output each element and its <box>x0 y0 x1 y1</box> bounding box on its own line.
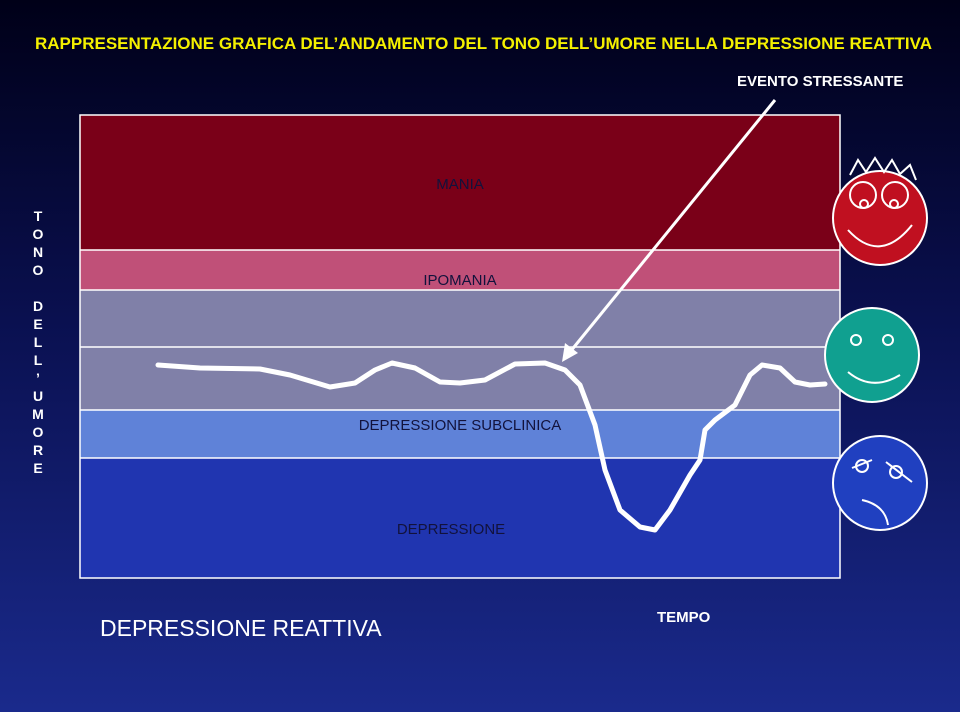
x-axis-label: TEMPO <box>657 609 711 626</box>
face-happy <box>832 156 928 266</box>
arrow-head <box>562 343 578 362</box>
band-ipomania <box>80 250 840 290</box>
y-axis-label: TONO DELL’UMORE <box>30 208 46 478</box>
band-label: DEPRESSIONE SUBCLINICA <box>358 417 562 434</box>
annotation: EVENTO STRESSANTE <box>737 73 904 90</box>
band-subclinica <box>80 410 840 458</box>
band-borders <box>79 114 841 579</box>
face-sad <box>832 435 928 531</box>
face-neutral <box>824 307 920 403</box>
band-label: IPOMANIA <box>423 272 497 289</box>
band-label: MANIA <box>436 176 484 193</box>
mood-curve <box>155 360 828 533</box>
band-depressione <box>80 458 840 578</box>
arrow <box>568 99 777 353</box>
band-mania <box>80 115 840 250</box>
footer: DEPRESSIONE REATTIVA <box>100 615 382 641</box>
title: RAPPRESENTAZIONE GRAFICA DEL’ANDAMENTO D… <box>35 34 932 53</box>
band-normal <box>80 290 840 410</box>
band-label: DEPRESSIONE <box>396 521 506 538</box>
